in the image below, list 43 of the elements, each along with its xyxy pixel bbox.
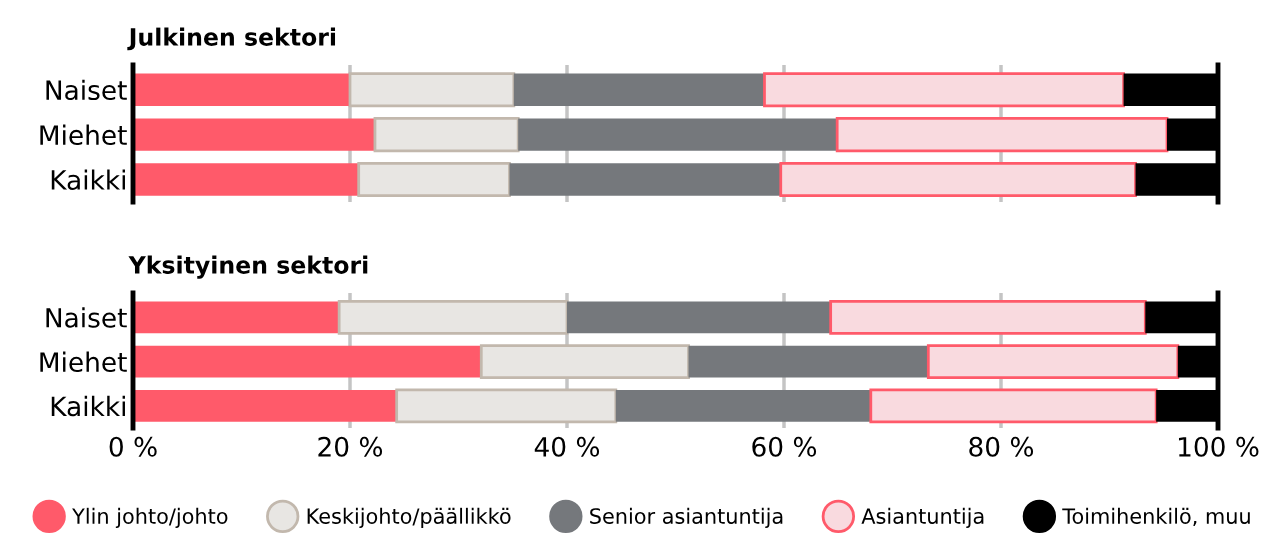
y-tick-label: Naiset [46, 307, 127, 328]
bar [763, 72, 1125, 108]
bar [133, 73, 350, 106]
bar [779, 161, 1137, 198]
bar [395, 388, 618, 424]
y-tick-label: Kaikki [51, 395, 125, 417]
x-tick-label: 20 % [318, 436, 383, 457]
bar [835, 117, 1169, 153]
x-tick-label: 60 % [752, 436, 817, 457]
legend-label: Ylin johto/johto [72, 507, 228, 528]
x-tick-label: 80 % [969, 436, 1034, 457]
bar [133, 118, 375, 151]
y-tick-label: Kaikki [51, 169, 125, 190]
y-tick-label: Miehet [40, 351, 127, 373]
bar [518, 118, 838, 151]
y-tick-label: Naiset [46, 79, 127, 101]
bar [926, 344, 1180, 379]
bar [829, 300, 1147, 335]
chart-title: Yksityinen sektori [128, 255, 368, 279]
bar [513, 73, 765, 106]
bar [615, 389, 871, 422]
bar [357, 161, 511, 198]
bar [348, 72, 516, 108]
bar [133, 345, 482, 378]
chart-title: Julkinen sektori [127, 27, 336, 51]
x-tick-label: 0 % [109, 436, 157, 457]
x-tick-label: 40 % [534, 436, 600, 457]
legend-label: Keskijohto/päällikkö [307, 507, 511, 528]
x-tick-label: 100 % [1178, 436, 1259, 457]
bar [133, 301, 340, 334]
y-tick-label: Miehet [40, 124, 127, 146]
bar [509, 163, 781, 196]
legend-label: Senior asiantuntija [590, 507, 783, 528]
legend-label: Asiantuntija [861, 507, 984, 528]
bar [373, 117, 520, 153]
bar [688, 345, 929, 378]
bar [479, 344, 690, 379]
bar [133, 389, 397, 422]
legend-label: Toimihenkilö, muu [1062, 507, 1250, 527]
bar [133, 163, 359, 196]
bar [869, 388, 1158, 424]
bar [567, 301, 831, 334]
bar [337, 300, 569, 335]
